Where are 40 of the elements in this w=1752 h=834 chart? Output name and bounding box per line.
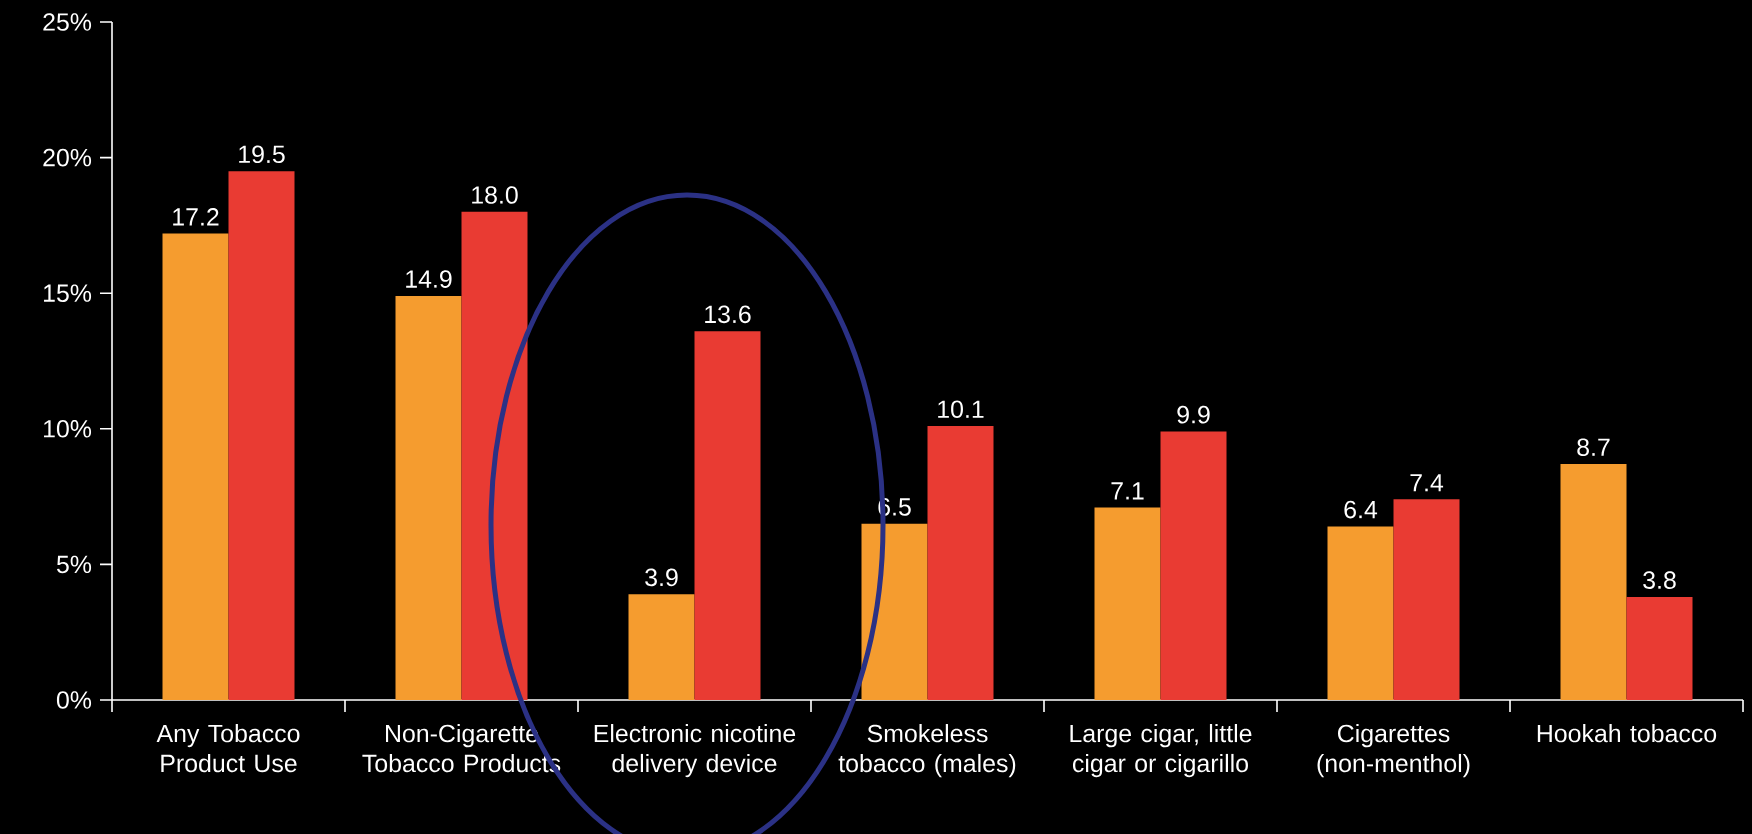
bar bbox=[1560, 464, 1627, 700]
data-label: 13.6 bbox=[705, 305, 751, 324]
data-label: 6.4 bbox=[1344, 500, 1378, 519]
data-label: 3.9 bbox=[645, 568, 678, 587]
y-tick-label: 5% bbox=[56, 555, 92, 574]
data-label: 10.1 bbox=[938, 400, 984, 419]
y-tick-label: 15% bbox=[44, 284, 92, 302]
bar bbox=[1327, 526, 1394, 700]
x-tick-label: Smokeless tobacco (males) bbox=[838, 724, 1016, 778]
bar bbox=[1160, 431, 1227, 700]
data-label: 18.0 bbox=[472, 186, 518, 204]
y-tick-label: 0% bbox=[56, 691, 92, 709]
y-tick-label: 20% bbox=[43, 148, 92, 167]
bar bbox=[395, 295, 462, 700]
bar bbox=[861, 523, 928, 700]
bar bbox=[1626, 596, 1693, 700]
bar bbox=[162, 233, 229, 700]
data-label: 3.8 bbox=[1643, 571, 1676, 589]
bar bbox=[228, 171, 295, 700]
x-tick-label: Hookah tobacco bbox=[1537, 724, 1717, 743]
bar bbox=[1094, 507, 1161, 700]
data-label: 8.7 bbox=[1577, 438, 1610, 457]
x-tick-label: Electronic nicotine delivery device bbox=[594, 724, 796, 778]
bar bbox=[461, 211, 528, 700]
x-tick-label: Any Tobacco Product Use bbox=[156, 724, 300, 773]
bar bbox=[628, 594, 695, 700]
bar bbox=[1393, 499, 1460, 700]
x-tick-label: Non-Cigarette Tobacco Products bbox=[362, 724, 561, 773]
bar bbox=[694, 331, 761, 700]
data-label: 7.1 bbox=[1111, 482, 1144, 500]
x-tick-label: Cigarettes (non-menthol) bbox=[1317, 724, 1470, 778]
data-label: 7.4 bbox=[1410, 474, 1444, 492]
data-label: 14.9 bbox=[406, 270, 452, 288]
data-label: 9.9 bbox=[1177, 405, 1210, 424]
data-label: 19.5 bbox=[239, 145, 285, 164]
y-tick-label: 10% bbox=[44, 419, 92, 438]
x-tick-label: Large cigar, little cigar or cigarillo bbox=[1070, 724, 1252, 778]
bar bbox=[927, 426, 994, 700]
data-label: 17.2 bbox=[173, 208, 219, 226]
y-tick-label: 25% bbox=[43, 13, 92, 31]
